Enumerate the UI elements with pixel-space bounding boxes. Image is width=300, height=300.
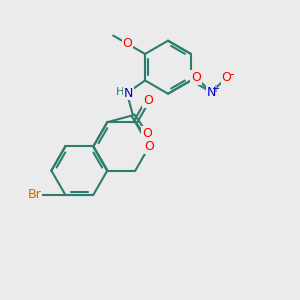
Text: O: O [143,94,153,107]
Text: H: H [116,87,125,97]
Text: O: O [144,140,154,153]
Text: +: + [211,84,219,94]
Text: Br: Br [28,188,41,201]
Text: O: O [122,37,132,50]
Text: N: N [207,86,216,99]
Text: O: O [142,127,152,140]
Text: -: - [230,68,234,81]
Text: O: O [191,71,201,84]
Text: O: O [222,71,232,84]
Text: N: N [124,87,133,100]
